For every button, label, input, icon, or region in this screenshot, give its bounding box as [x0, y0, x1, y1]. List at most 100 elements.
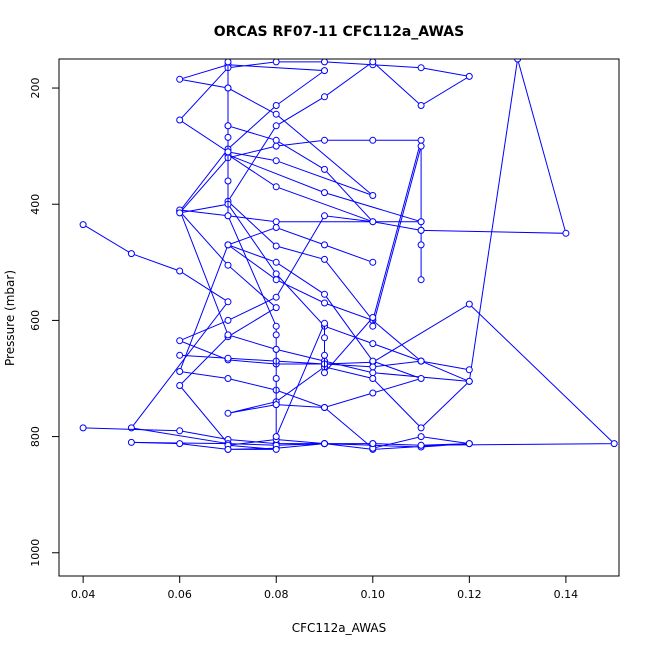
data-point — [369, 314, 377, 321]
data-point — [321, 59, 328, 66]
x-tick-label: 0.06 — [167, 588, 192, 601]
data-point — [176, 337, 184, 345]
data-point — [272, 331, 280, 339]
data-point — [417, 102, 425, 109]
data-point — [224, 375, 232, 382]
data-point — [272, 142, 280, 150]
data-point — [224, 212, 232, 220]
data-point — [224, 177, 232, 185]
data-point — [224, 84, 232, 92]
data-point — [272, 183, 280, 191]
data-point — [224, 298, 232, 306]
data-point — [321, 241, 328, 249]
plot-frame — [58, 58, 620, 577]
chart-title: ORCAS RF07-11 CFC112a_AWAS — [214, 24, 464, 40]
data-point — [272, 433, 280, 441]
data-point — [321, 67, 328, 75]
data-point — [176, 440, 184, 448]
data-point — [369, 322, 377, 330]
data-point — [369, 192, 377, 199]
data-point — [176, 427, 184, 435]
data-point — [321, 93, 328, 101]
data-point — [417, 142, 425, 150]
data-point — [321, 290, 328, 298]
data-point — [272, 218, 280, 226]
data-point — [272, 157, 280, 165]
data-point — [224, 133, 232, 141]
x-tick-label: 0.14 — [554, 588, 579, 601]
data-point — [127, 250, 135, 258]
data-point — [176, 351, 184, 359]
y-tick-label: 1000 — [29, 539, 42, 567]
data-point — [224, 331, 232, 339]
data-point — [127, 438, 135, 446]
data-point — [272, 293, 280, 301]
y-axis: 200 400 600 800 1000 — [29, 78, 60, 567]
data-point — [369, 258, 377, 266]
data-point — [321, 299, 328, 307]
series-line-2 — [83, 59, 616, 450]
data-point — [321, 189, 328, 197]
data-point — [224, 261, 232, 269]
data-point — [369, 357, 377, 365]
data-point — [272, 322, 280, 330]
x-axis: 0.04 0.06 0.08 0.10 0.12 0.14 — [71, 575, 579, 601]
data-point — [272, 122, 280, 130]
data-point — [369, 389, 377, 397]
data-point — [127, 424, 135, 432]
plot-area — [79, 59, 618, 453]
y-axis-label: Pressure (mbar) — [3, 270, 17, 366]
data-point — [176, 116, 184, 124]
data-point — [321, 351, 328, 359]
data-point — [465, 377, 473, 385]
y-tick-label: 200 — [29, 78, 42, 99]
data-point — [369, 340, 377, 348]
data-point — [176, 267, 184, 275]
data-point — [224, 445, 232, 453]
data-point — [321, 255, 328, 263]
data-point — [272, 102, 280, 109]
x-tick-label: 0.04 — [71, 588, 96, 601]
data-point — [369, 218, 377, 226]
data-point — [417, 218, 425, 226]
data-point — [417, 226, 425, 234]
data-point — [417, 136, 425, 144]
data-point — [272, 375, 280, 382]
data-point — [369, 369, 377, 377]
data-point — [417, 433, 425, 441]
data-point — [272, 224, 280, 231]
data-point — [272, 59, 280, 66]
data-point — [369, 136, 377, 144]
data-point — [224, 59, 232, 66]
data-point — [224, 316, 232, 324]
data-point — [176, 368, 184, 375]
data-point — [321, 369, 328, 377]
data-point — [272, 258, 280, 266]
data-point — [272, 242, 280, 250]
data-point — [417, 64, 425, 72]
data-point — [321, 440, 328, 448]
data-point — [224, 122, 232, 130]
data-point — [224, 148, 232, 156]
x-tick-label: 0.12 — [457, 588, 482, 601]
data-point — [465, 72, 473, 80]
data-point — [272, 110, 280, 118]
data-point — [321, 136, 328, 144]
data-point — [79, 221, 87, 229]
x-axis-label: CFC112a_AWAS — [292, 621, 387, 635]
data-point — [417, 241, 425, 249]
y-tick-label: 400 — [29, 194, 42, 215]
data-point — [417, 357, 425, 365]
data-point — [369, 59, 377, 66]
data-point — [272, 401, 280, 409]
data-point — [176, 75, 184, 83]
data-point — [465, 366, 473, 374]
data-point — [417, 276, 425, 284]
data-point — [272, 136, 280, 144]
data-point — [369, 440, 377, 448]
data-point — [465, 300, 473, 308]
y-tick-label: 800 — [29, 426, 42, 447]
data-point — [272, 445, 280, 453]
data-point — [369, 375, 377, 382]
